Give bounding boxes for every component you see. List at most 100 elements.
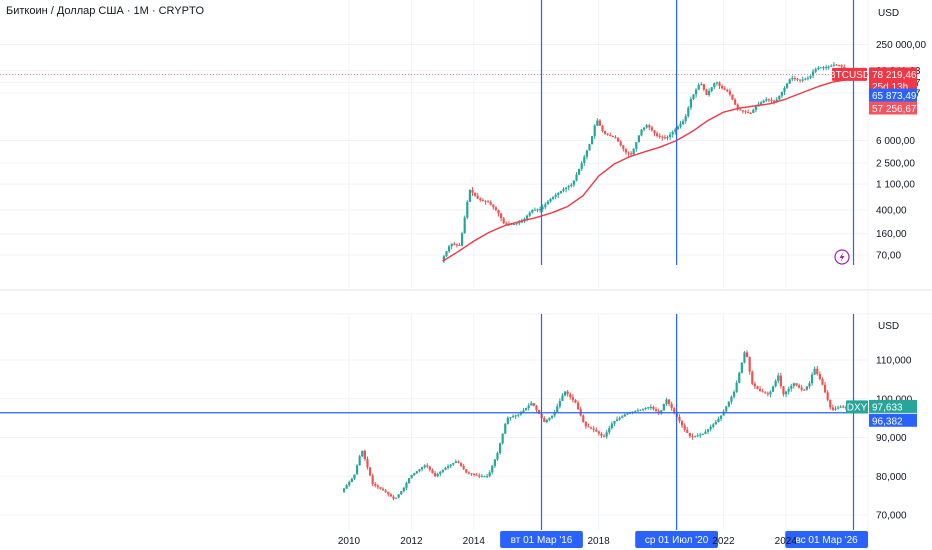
dxy-candle-body — [743, 352, 746, 363]
dxy-candle-body — [397, 494, 400, 498]
dxy-candle-body — [662, 403, 665, 411]
btc-candle-body — [760, 102, 763, 105]
dxy-candle-body — [730, 396, 733, 402]
dxy-candle-body — [558, 400, 561, 407]
btc-candle-body — [583, 156, 586, 163]
btc-candle-body — [453, 243, 456, 245]
dxy-y-tick-label: 80,000 — [876, 472, 907, 483]
btc-candle-body — [710, 87, 713, 92]
btc-countdown-tag: 25d 13h — [872, 82, 908, 93]
dxy-candle-body — [441, 469, 444, 472]
dxy-candle-body — [639, 409, 642, 411]
dxy-candle-body — [405, 483, 408, 488]
dxy-candle-body — [678, 416, 681, 422]
dxy-candle-body — [683, 425, 686, 430]
btc-candle-body — [648, 125, 651, 128]
btc-candle-body — [505, 223, 508, 225]
dxy-candle-body — [782, 386, 785, 395]
btc-candle-body — [700, 84, 703, 86]
dxy-candle-body — [504, 423, 507, 434]
dxy-candle-body — [491, 465, 494, 473]
btc-candle-body — [544, 204, 547, 208]
dxy-candle-body — [621, 416, 624, 418]
btc-candle-body — [804, 78, 807, 80]
btc-low-tag-bg — [869, 101, 917, 115]
btc-candle-body — [822, 67, 825, 69]
dxy-candle-body — [493, 459, 496, 466]
btc-candle-body — [708, 91, 711, 96]
dxy-candle-body — [449, 464, 452, 467]
marker-label-bg[interactable] — [785, 531, 868, 548]
x-tick-label: 2022 — [712, 536, 735, 547]
btc-candle-body — [702, 84, 705, 90]
btc-candle-body — [687, 107, 690, 117]
dxy-candle-body — [506, 417, 509, 424]
btc-y-tick-label: 6 000,00 — [876, 136, 915, 147]
dxy-candle-body — [379, 487, 382, 489]
btc-candle-body — [739, 109, 742, 111]
dxy-candle-body — [410, 475, 413, 479]
dxy-candle-body — [457, 461, 460, 463]
btc-candle-body — [585, 150, 588, 157]
btc-candle-body — [481, 200, 484, 202]
dxy-candle-body — [758, 388, 762, 392]
dxy-price-scale[interactable]: 110,000 100,000 90,000 80,000 70,000 — [876, 356, 913, 522]
btc-candle-body — [445, 251, 448, 257]
dxy-candle-body — [413, 473, 416, 476]
btc-candle-body — [840, 65, 843, 67]
btc-candle-body — [458, 245, 461, 247]
dxy-candle-body — [439, 471, 442, 475]
dxy-candle-body — [355, 465, 359, 475]
btc-candle-body — [492, 204, 495, 208]
dxy-candle-body — [844, 406, 847, 408]
btc-y-tick-label: 160,00 — [876, 229, 907, 240]
btc-candle-body — [533, 209, 536, 211]
dxy-candle-body — [790, 386, 793, 389]
btc-candle-body — [832, 64, 835, 66]
lightning-icon[interactable] — [834, 249, 850, 265]
dxy-candle-body — [571, 397, 574, 400]
dxy-candle-body — [823, 384, 827, 393]
btc-currency-label[interactable]: USD — [878, 8, 899, 19]
dxy-candle-body — [605, 432, 608, 437]
dxy-currency-label[interactable]: USD — [878, 321, 899, 332]
dxy-candle-body — [392, 496, 395, 499]
marker-label-bg[interactable] — [635, 531, 718, 548]
btc-candle-body — [640, 129, 643, 136]
btc-candle-body — [770, 99, 773, 101]
vertical-markers[interactable]: вт 01 Мар '16 ср 01 Июл '20 вс 01 Мар '26 — [500, 0, 868, 548]
btc-candle-body — [468, 189, 471, 202]
dxy-candle-body — [709, 426, 712, 430]
dxy-candle-body — [556, 406, 559, 413]
marker-label: вс 01 Мар '26 — [795, 535, 858, 546]
dxy-candle-body — [719, 415, 723, 419]
dxy-candle-body — [771, 386, 775, 392]
btc-candle-body — [637, 135, 640, 143]
dxy-candle-body — [374, 484, 377, 486]
btc-candle-body — [819, 67, 822, 69]
btc-candle-body — [697, 84, 700, 90]
btc-candle-body — [814, 69, 817, 72]
btc-candle-body — [611, 135, 614, 138]
btc-candle-body — [442, 256, 445, 262]
btc-candle-body — [656, 133, 659, 136]
dxy-candle-body — [766, 393, 769, 395]
btc-candle-body — [734, 99, 737, 105]
btc-candle-body — [518, 222, 521, 224]
time-scale[interactable]: 2010 2012 2014 2018 2022 2024 — [338, 536, 797, 547]
btc-low-tag: 57 256,67 — [872, 104, 917, 115]
dxy-candle-body — [527, 405, 530, 408]
btc-candle-body — [666, 136, 669, 139]
dxy-candle-body — [545, 419, 548, 422]
dxy-candle-body — [693, 436, 697, 438]
dxy-candle-body — [813, 368, 816, 375]
dxy-candle-body — [756, 386, 759, 389]
btc-candle-body — [736, 104, 739, 110]
btc-candle-body — [723, 88, 726, 90]
btc-candle-body — [671, 131, 674, 135]
marker-label-bg[interactable] — [500, 531, 583, 548]
dxy-series-tag: DXY — [847, 402, 868, 413]
dxy-candle-body — [415, 471, 418, 474]
